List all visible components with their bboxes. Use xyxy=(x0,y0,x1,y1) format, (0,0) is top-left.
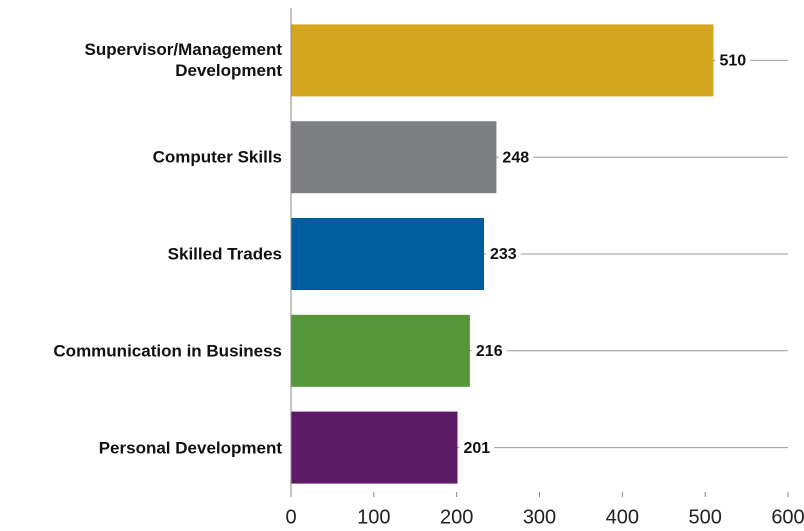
x-tick-label: 0 xyxy=(285,506,296,528)
value-label: 248 xyxy=(502,149,529,166)
value-label-bg xyxy=(715,49,751,72)
bar xyxy=(291,314,470,387)
category-label: Communication in Business xyxy=(0,340,282,361)
x-tick-label: 600 xyxy=(771,506,804,528)
bar xyxy=(291,24,714,97)
x-tick-label: 500 xyxy=(688,506,721,528)
category-label-text: Supervisor/Management Development xyxy=(84,40,282,81)
category-label-text: Skilled Trades xyxy=(167,244,282,264)
category-label: Supervisor/Management Development xyxy=(0,39,282,81)
category-label-text: Computer Skills xyxy=(152,147,282,167)
value-label-bg xyxy=(471,339,507,362)
category-label-text: Personal Development xyxy=(98,438,282,458)
bar xyxy=(291,218,485,290)
x-tick-label: 400 xyxy=(606,506,639,528)
value-label-bg xyxy=(459,436,495,459)
category-label: Personal Development xyxy=(0,437,282,458)
value-label-bg xyxy=(498,146,534,169)
value-label: 201 xyxy=(463,440,490,457)
category-label-text: Communication in Business xyxy=(53,341,282,361)
category-label: Skilled Trades xyxy=(0,244,282,265)
value-label-bg xyxy=(486,243,521,265)
x-tick-label: 300 xyxy=(523,506,556,528)
value-label: 510 xyxy=(719,53,746,70)
x-tick-label: 100 xyxy=(357,506,390,528)
category-label: Computer Skills xyxy=(0,147,282,168)
value-label: 233 xyxy=(490,246,517,263)
x-tick-label: 200 xyxy=(440,506,473,528)
bar xyxy=(291,411,458,484)
bar xyxy=(291,121,497,194)
value-label: 216 xyxy=(476,343,503,360)
